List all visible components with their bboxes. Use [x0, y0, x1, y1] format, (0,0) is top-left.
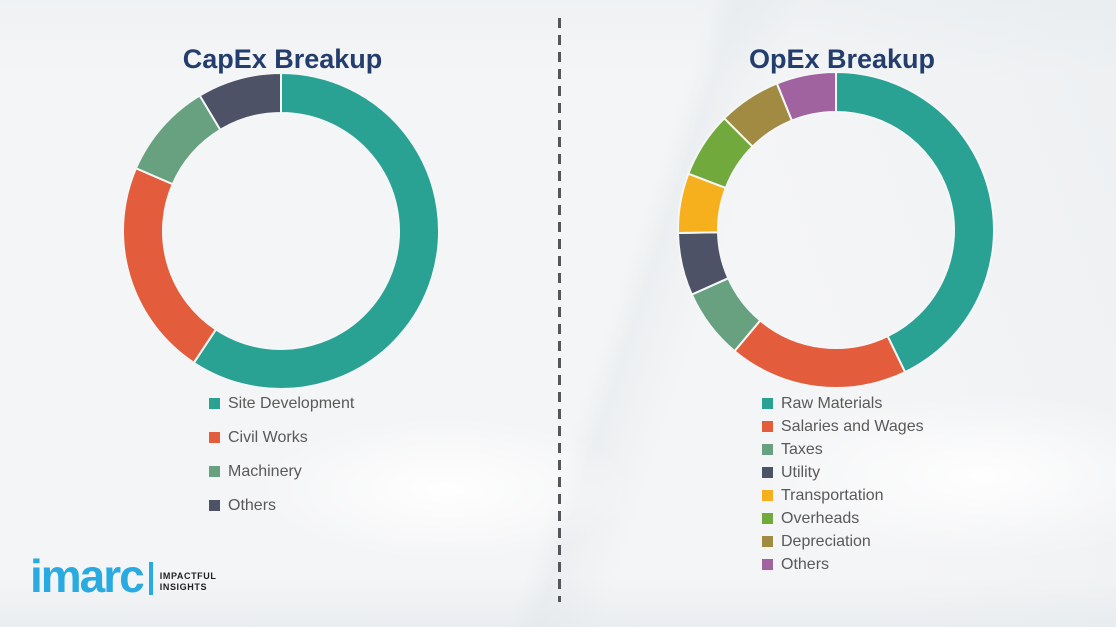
- legend-label: Others: [781, 555, 830, 573]
- donut-segment-others: [198, 71, 282, 132]
- legend-item-salaries-and-wages: Salaries and Wages: [762, 417, 924, 436]
- legend-item-others: Others: [762, 555, 924, 574]
- opex-donut-chart: [677, 70, 996, 390]
- donut-segment-raw-materials: [835, 70, 996, 374]
- imarc-logo: imarc IMPACTFUL INSIGHTS: [30, 550, 217, 602]
- legend-item-overheads: Overheads: [762, 509, 924, 528]
- donut-segment-civil-works: [122, 166, 218, 365]
- legend-swatch-salaries-and-wages: [762, 421, 773, 432]
- legend-item-others: Others: [209, 496, 354, 515]
- legend-label: Transportation: [781, 486, 884, 504]
- legend-swatch-taxes: [762, 444, 773, 455]
- legend-swatch-depreciation: [762, 536, 773, 547]
- legend-label: Utility: [781, 463, 821, 481]
- imarc-tagline-line1: IMPACTFUL: [159, 570, 217, 581]
- legend-swatch-transportation: [762, 490, 773, 501]
- legend-item-depreciation: Depreciation: [762, 532, 924, 551]
- imarc-wordmark: imarc: [30, 550, 145, 602]
- donut-segment-site-development: [192, 71, 441, 390]
- legend-item-site-development: Site Development: [209, 394, 354, 413]
- legend-swatch-utility: [762, 467, 773, 478]
- legend-swatch-others: [762, 559, 773, 570]
- legend-item-utility: Utility: [762, 463, 924, 482]
- legend-label: Taxes: [781, 440, 823, 458]
- legend-swatch-site-development: [209, 398, 220, 409]
- opex-legend: Raw Materials Salaries and Wages Taxes Util…: [762, 394, 924, 578]
- legend-label: Salaries and Wages: [781, 417, 924, 435]
- legend-label: Others: [228, 496, 277, 514]
- donut-segment-others: [775, 70, 837, 122]
- legend-item-civil-works: Civil Works: [209, 428, 354, 447]
- capex-legend: Site Development Civil Works Machinery Othe…: [209, 394, 354, 530]
- legend-label: Civil Works: [228, 428, 308, 446]
- vertical-dashed-divider: [558, 18, 561, 602]
- legend-label: Site Development: [228, 394, 355, 412]
- legend-label: Depreciation: [781, 532, 871, 550]
- legend-swatch-machinery: [209, 466, 220, 477]
- legend-item-taxes: Taxes: [762, 440, 924, 459]
- imarc-logo-divider-bar: [148, 561, 153, 595]
- imarc-tagline-line2: INSIGHTS: [159, 581, 208, 592]
- legend-item-transportation: Transportation: [762, 486, 924, 505]
- legend-swatch-raw-materials: [762, 398, 773, 409]
- legend-swatch-overheads: [762, 513, 773, 524]
- donut-segment-salaries-and-wages: [733, 319, 907, 390]
- capex-donut-chart: [122, 71, 441, 390]
- legend-label: Overheads: [781, 509, 860, 527]
- opex-chart-title: OpEx Breakup: [748, 44, 936, 75]
- legend-swatch-civil-works: [209, 432, 220, 443]
- capex-chart-title: CapEx Breakup: [182, 44, 383, 75]
- legend-label: Machinery: [228, 462, 302, 480]
- legend-swatch-others: [209, 500, 220, 511]
- imarc-tagline: IMPACTFUL INSIGHTS: [160, 571, 217, 593]
- legend-item-machinery: Machinery: [209, 462, 354, 481]
- legend-label: Raw Materials: [781, 394, 883, 412]
- legend-item-raw-materials: Raw Materials: [762, 394, 924, 413]
